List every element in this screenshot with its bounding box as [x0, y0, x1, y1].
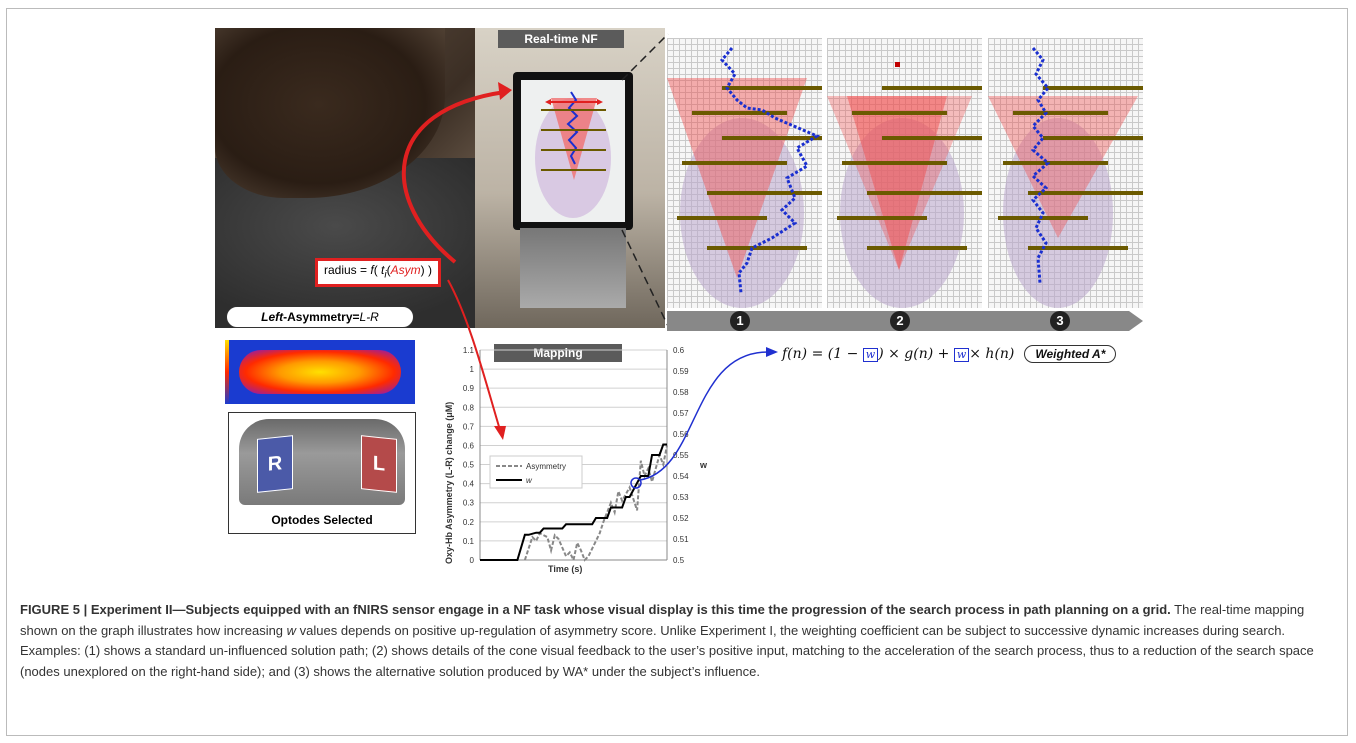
radius-f: f [370, 263, 374, 277]
radius-prefix: radius = [324, 263, 371, 277]
chart-y2-tick-label: 0.57 [673, 409, 689, 418]
asymmetry-heatmap [225, 340, 415, 404]
chart-y2-tick-label: 0.51 [673, 535, 689, 544]
chart-y2-tick-label: 0.52 [673, 514, 689, 523]
chart-y-tick-label: 0.6 [463, 441, 475, 450]
chart-grid [479, 349, 668, 561]
chart-y-tick-label: 0.1 [463, 537, 475, 546]
formula-lhs: f(n) = (1 − [782, 346, 863, 362]
formula-mid: ) × g(n) + [878, 346, 954, 362]
figure-frame [6, 8, 1348, 736]
grid-panel-1-art [667, 47, 822, 308]
chart-y2-ticks: 0.6 0.59 0.58 0.57 0.56 0.55 0.54 0.53 0.52 0.51 0… [673, 346, 689, 565]
chart-y-tick-label: 0 [470, 556, 475, 565]
mapping-chart: 1.1 1 0.9 0.8 0.7 0.6 0.5 0.4 0.3 0.2 0.1 0 0.6 0.59… [444, 346, 708, 574]
figure-caption: FIGURE 5 | Experiment II—Subjects equipp… [20, 600, 1336, 682]
chart-y2label: w [699, 460, 708, 470]
left-asym-formula: L-R [359, 310, 379, 324]
zoom-lines [621, 33, 669, 327]
radius-i: i [384, 269, 387, 281]
chart-y2-tick-label: 0.5 [673, 556, 685, 565]
optode-left: L [361, 435, 397, 493]
heatmap-blob [239, 350, 401, 394]
monitor-screen-art [535, 91, 611, 218]
radius-open: ( [373, 263, 382, 277]
chart-y-tick-label: 0.3 [463, 499, 475, 508]
formula-w1: w [862, 348, 879, 362]
caption-body-1: The real-time mapping shown on the graph… [20, 602, 1305, 638]
left-asym-rest: -Asymmetry= [283, 310, 360, 324]
left-asymmetry-pill: Left-Asymmetry=L-R [226, 306, 414, 328]
chart-y2-tick-label: 0.6 [673, 346, 685, 355]
chart-y-tick-label: 0.4 [463, 480, 475, 489]
chart-y2-tick-label: 0.59 [673, 367, 689, 376]
chart-y-ticks: 1.1 1 0.9 0.8 0.7 0.6 0.5 0.4 0.3 0.2 0.1 0 [463, 346, 475, 565]
chart-xlabel: Time (s) [548, 564, 582, 574]
legend-w: w [526, 476, 533, 485]
left-asym-left: Left [261, 310, 284, 324]
radius-paren: ( [386, 263, 391, 277]
caption-w: w [286, 622, 297, 638]
chart-y-tick-label: 1.1 [463, 346, 475, 355]
chart-y-tick-label: 0.5 [463, 461, 475, 470]
monitor-stand [520, 228, 626, 308]
formula-rhs: × h(n) [969, 346, 1015, 362]
formula-w2: w [953, 348, 970, 362]
chart-y-tick-label: 0.9 [463, 384, 475, 393]
chart-y2-tick-label: 0.58 [673, 388, 689, 397]
step-1-badge: 1 [730, 311, 750, 331]
radius-asym: Asym [390, 263, 421, 277]
optode-right: R [257, 435, 293, 493]
heatmap-colorbar [225, 340, 229, 404]
grid-panel-2-art [827, 62, 982, 308]
weighted-astar-tag: Weighted A* [1024, 345, 1117, 363]
chart-y-tick-label: 0.7 [463, 422, 475, 431]
chart-y2-tick-label: 0.53 [673, 493, 689, 502]
grid-panel-3 [988, 38, 1143, 308]
grid-panel-2 [827, 38, 982, 308]
optodes-panel: R L Optodes Selected [228, 412, 416, 534]
caption-title: FIGURE 5 | Experiment II—Subjects equipp… [20, 602, 1171, 617]
step-3-badge: 3 [1050, 311, 1070, 331]
chart-y2-tick-label: 0.54 [673, 472, 689, 481]
weighted-astar-formula: f(n) = (1 − w) × g(n) + w × h(n) Weighted … [782, 345, 1117, 363]
radius-formula-box: radius = f( ti(Asym) ) [315, 258, 441, 288]
chart-y-tick-label: 1 [470, 365, 475, 374]
chart-y-tick-label: 0.8 [463, 403, 475, 412]
caption-body-2: values depends on positive up-regulation… [20, 622, 1314, 679]
realtime-nf-label: Real-time NF [498, 30, 624, 48]
nf-monitor-screen [521, 80, 625, 222]
step-2-badge: 2 [890, 311, 910, 331]
optodes-selected-label: Optodes Selected [271, 513, 373, 527]
chart-y2-tick-label: 0.55 [673, 451, 689, 460]
grid-panel-3-art [988, 47, 1143, 308]
chart-ylabel: Oxy-Hb Asymmetry (L-R) change (μM) [444, 402, 454, 564]
chart-y-tick-label: 0.2 [463, 518, 475, 527]
grid-panel-1 [667, 38, 822, 308]
radius-close: ) ) [420, 263, 432, 277]
legend-asymmetry: Asymmetry [526, 462, 566, 471]
radius-t: t [381, 263, 385, 277]
chart-legend: Asymmetry w [489, 455, 583, 489]
chart-y2-tick-label: 0.56 [673, 430, 689, 439]
headband-image: R L [239, 419, 405, 505]
